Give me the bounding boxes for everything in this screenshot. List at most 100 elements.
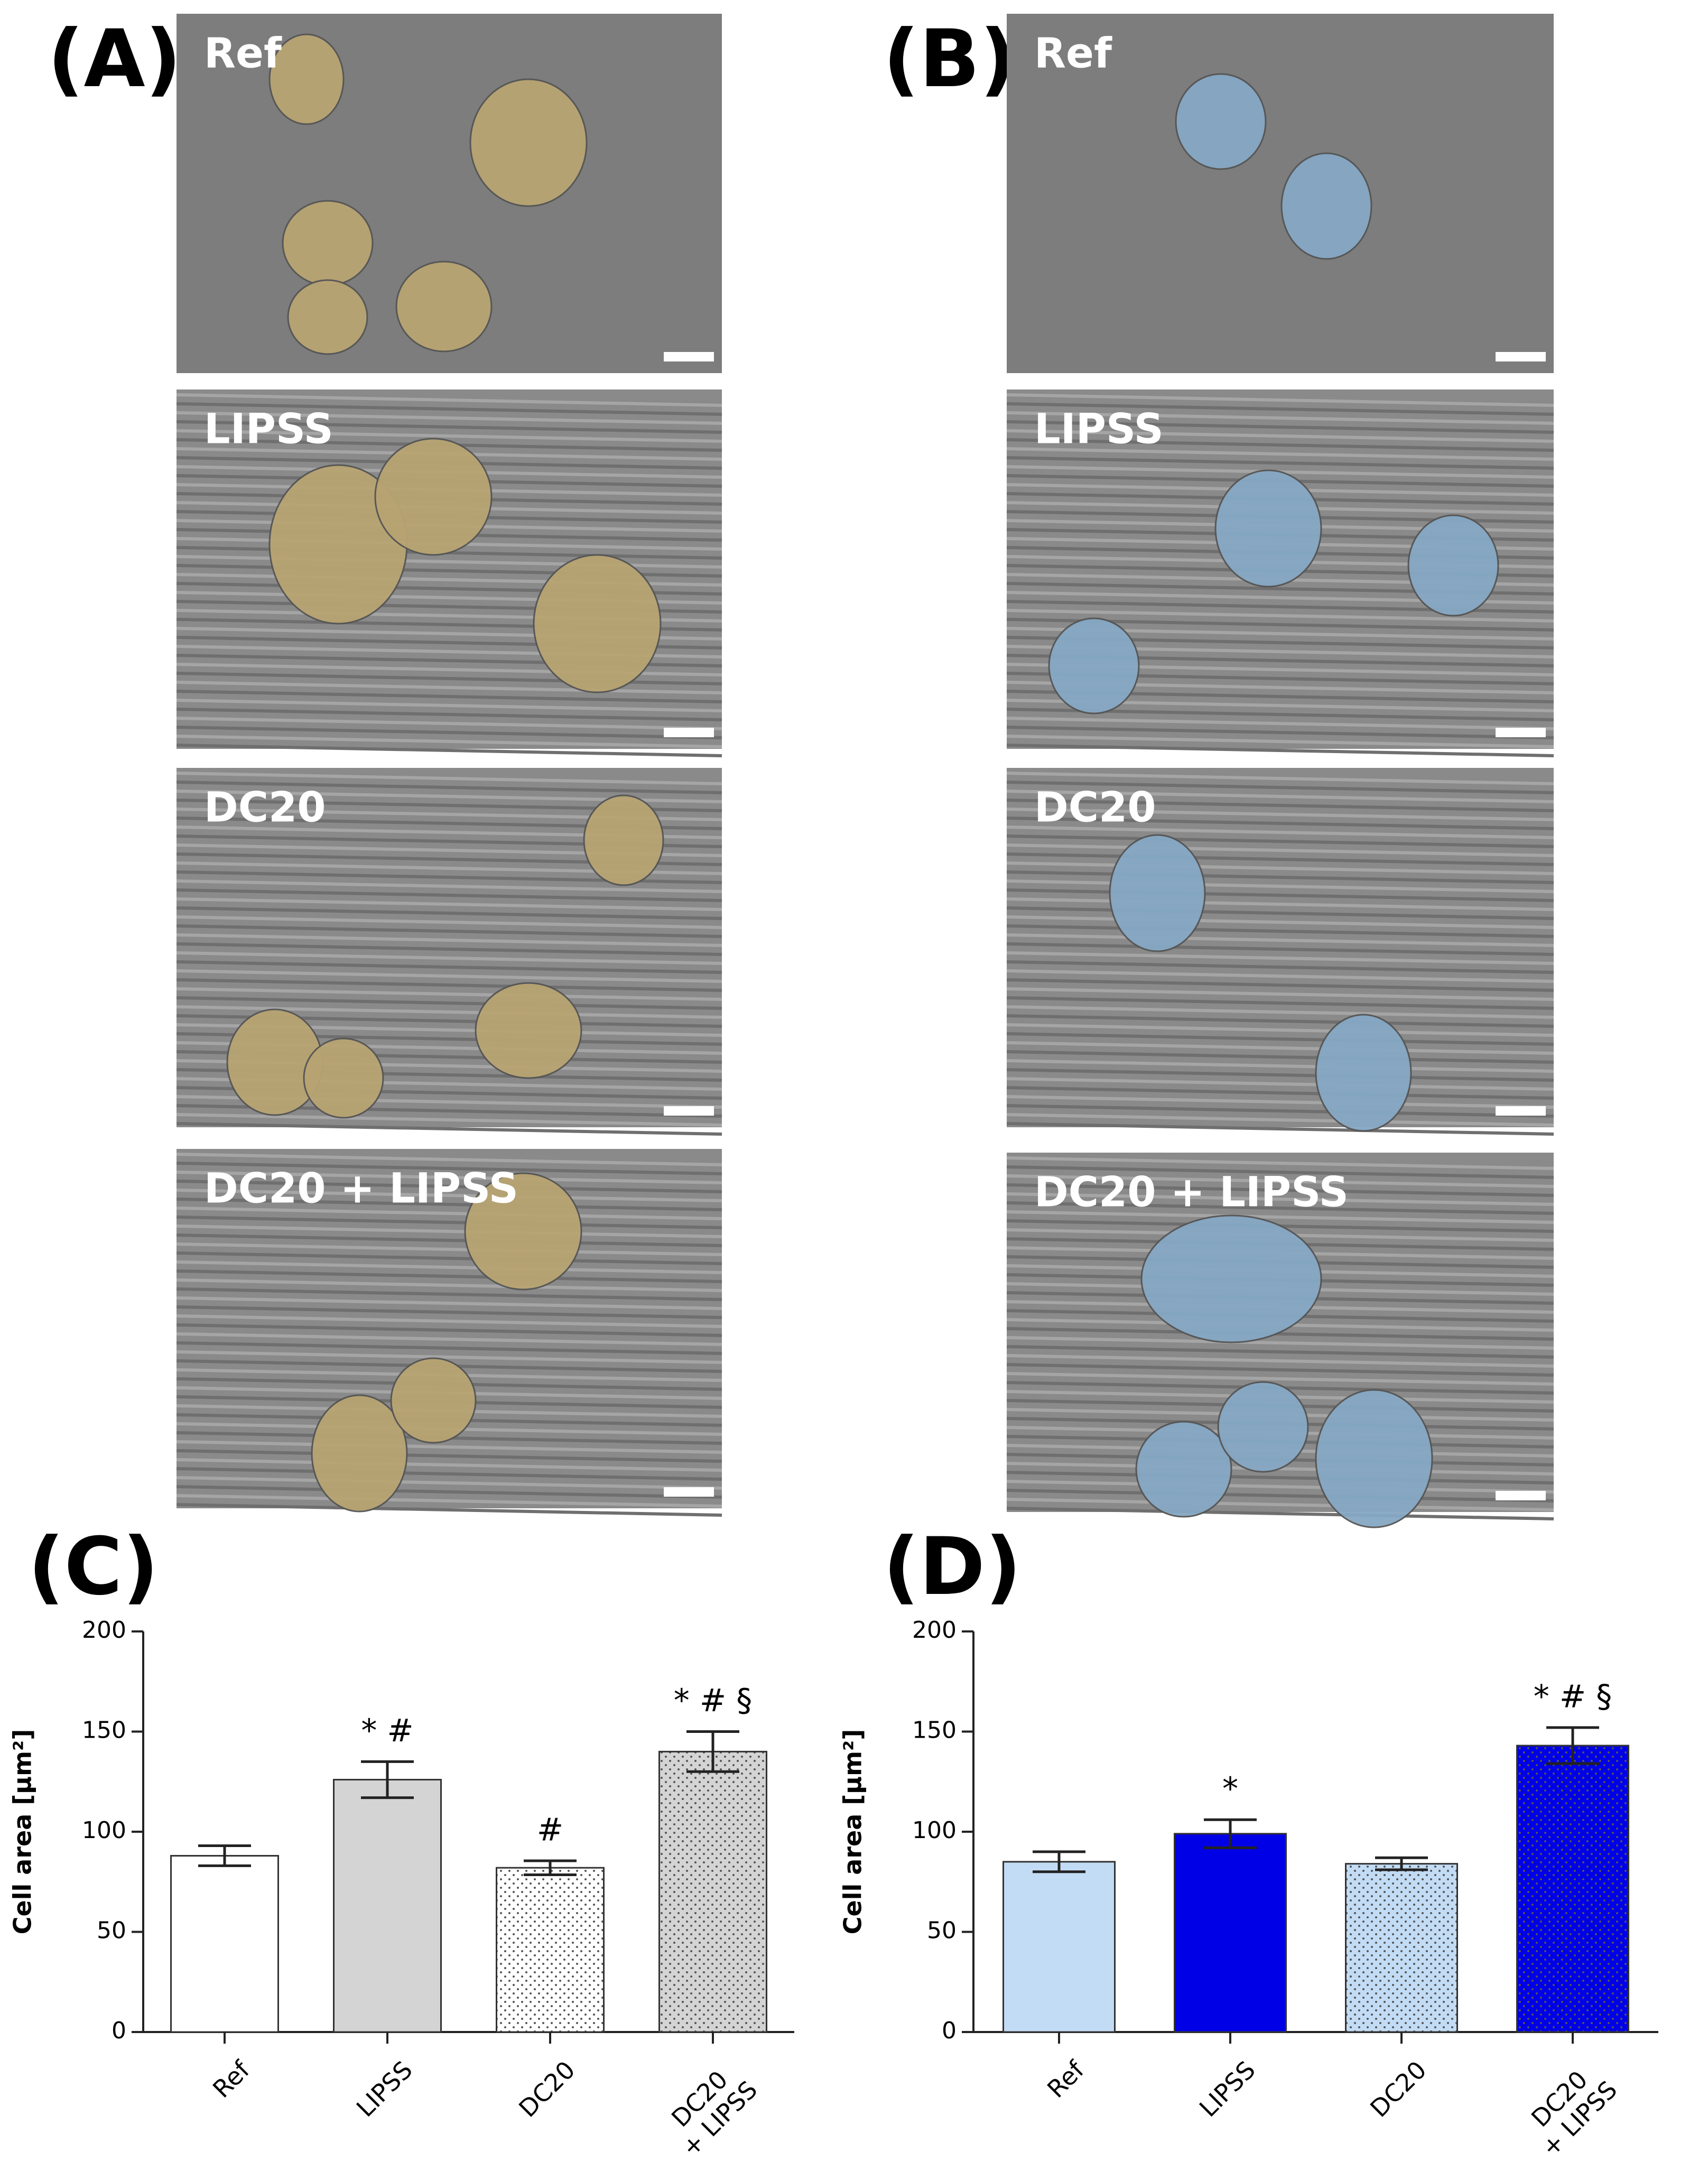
image-label: Ref xyxy=(204,30,282,77)
cell xyxy=(1109,834,1206,952)
texture xyxy=(176,1332,722,1346)
texture xyxy=(176,933,722,947)
texture xyxy=(176,781,722,794)
scale-bar xyxy=(664,1106,714,1116)
bar xyxy=(1516,1745,1629,2033)
texture xyxy=(176,1467,722,1481)
texture xyxy=(176,1458,722,1472)
texture xyxy=(176,969,722,983)
texture xyxy=(1006,1041,1554,1055)
cell xyxy=(1214,469,1322,588)
scale-bar xyxy=(664,352,714,361)
texture xyxy=(1006,1363,1554,1377)
texture xyxy=(176,772,722,785)
texture xyxy=(1006,808,1554,821)
texture xyxy=(176,1323,722,1337)
cell xyxy=(374,438,493,556)
bar xyxy=(496,1867,605,2033)
y-tick-label: 50 xyxy=(927,1917,957,1944)
scale-bar xyxy=(1496,352,1546,361)
texture xyxy=(1006,1327,1554,1341)
texture xyxy=(176,1494,722,1508)
texture xyxy=(1006,825,1554,839)
cell xyxy=(464,1172,582,1291)
texture xyxy=(1006,1471,1554,1485)
texture xyxy=(176,1296,722,1310)
y-tick-label: 150 xyxy=(82,1717,126,1744)
y-tick-label: 200 xyxy=(82,1617,126,1644)
cell xyxy=(268,33,345,125)
texture xyxy=(1006,1480,1554,1493)
texture xyxy=(1006,411,1554,425)
texture xyxy=(1006,1165,1554,1179)
panel-label: (B) xyxy=(883,13,1016,105)
texture xyxy=(176,1350,722,1364)
texture xyxy=(176,1251,722,1265)
y-tick-label: 100 xyxy=(912,1817,957,1844)
error-bar xyxy=(1375,1856,1428,1871)
texture xyxy=(1006,817,1554,830)
panel-label: (A) xyxy=(48,13,181,105)
texture xyxy=(1006,879,1554,893)
texture xyxy=(1006,456,1554,470)
texture xyxy=(176,987,722,1001)
texture xyxy=(176,411,722,425)
texture xyxy=(176,942,722,956)
texture xyxy=(1006,772,1554,785)
texture xyxy=(176,897,722,911)
texture xyxy=(176,1314,722,1328)
texture xyxy=(176,735,722,748)
image-label: Ref xyxy=(1034,30,1112,77)
cell xyxy=(303,1037,384,1119)
error-bar xyxy=(361,1760,414,1799)
texture xyxy=(1006,781,1554,794)
texture xyxy=(1006,735,1554,748)
y-axis-label: Cell area [µm²] xyxy=(839,1729,867,1934)
texture xyxy=(176,996,722,1010)
scale-bar xyxy=(664,728,714,737)
texture xyxy=(176,1171,722,1184)
scale-bar xyxy=(664,1487,714,1497)
texture xyxy=(176,1260,722,1274)
bar xyxy=(170,1854,279,2033)
texture xyxy=(1006,960,1554,974)
error-bar xyxy=(1033,1850,1085,1873)
texture xyxy=(1006,1023,1554,1037)
texture xyxy=(1006,1113,1554,1127)
cell xyxy=(469,78,588,207)
texture xyxy=(1006,861,1554,875)
image-label: DC20 xyxy=(1034,784,1156,831)
texture xyxy=(1006,978,1554,992)
texture xyxy=(1006,744,1554,757)
cell xyxy=(475,982,582,1079)
image-label: LIPSS xyxy=(204,405,333,453)
texture xyxy=(176,1242,722,1256)
texture xyxy=(1006,852,1554,866)
y-tick-label: 200 xyxy=(912,1617,957,1644)
y-tick-label: 150 xyxy=(912,1717,957,1744)
scale-bar xyxy=(1496,1106,1546,1116)
image-label: DC20 + LIPSS xyxy=(204,1165,518,1212)
texture xyxy=(176,726,722,739)
cell xyxy=(1140,1214,1322,1343)
bar xyxy=(333,1778,442,2033)
texture xyxy=(176,888,722,902)
bar xyxy=(1345,1863,1458,2033)
texture xyxy=(1006,1059,1554,1073)
texture xyxy=(176,402,722,416)
annotation: * # § xyxy=(674,1682,752,1719)
y-tick-label: 0 xyxy=(112,2017,126,2044)
texture xyxy=(176,1341,722,1355)
error-bar xyxy=(198,1844,251,1867)
texture xyxy=(1006,438,1554,452)
annotation: * # § xyxy=(1534,1678,1612,1715)
texture xyxy=(1006,1489,1554,1502)
texture xyxy=(1006,1498,1554,1511)
y-tick-label: 100 xyxy=(82,1817,126,1844)
texture xyxy=(176,924,722,938)
texture xyxy=(1006,843,1554,857)
texture xyxy=(176,744,722,757)
cell xyxy=(533,554,662,693)
image-label: DC20 xyxy=(204,784,326,831)
